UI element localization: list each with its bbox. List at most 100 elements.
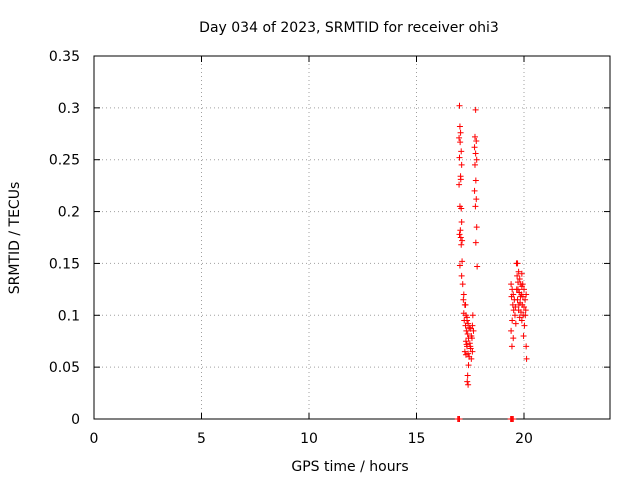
- data-point: [510, 416, 517, 422]
- data-point: [461, 348, 468, 355]
- data-point: [469, 348, 476, 355]
- y-tick-label: 0.3: [58, 101, 80, 117]
- data-point: [523, 355, 530, 362]
- data-point: [519, 281, 526, 288]
- data-point: [518, 270, 525, 277]
- data-point: [473, 138, 480, 145]
- data-point: [459, 258, 466, 265]
- data-point: [464, 317, 471, 324]
- y-tick-label: 0: [71, 412, 80, 428]
- data-point: [514, 260, 521, 267]
- data-point: [508, 327, 515, 334]
- data-point: [460, 291, 467, 298]
- data-point: [457, 234, 464, 241]
- data-point: [509, 317, 516, 324]
- data-point: [458, 205, 465, 212]
- data-point: [459, 281, 466, 288]
- data-point: [522, 307, 529, 314]
- data-point: [468, 335, 475, 342]
- data-point: [456, 181, 463, 188]
- data-points: [454, 102, 530, 422]
- data-point: [521, 286, 527, 293]
- data-point: [508, 293, 515, 300]
- data-point: [514, 286, 521, 293]
- data-point: [471, 187, 478, 194]
- data-point: [471, 161, 478, 168]
- data-point: [457, 129, 464, 136]
- data-point: [511, 312, 518, 319]
- data-point: [458, 161, 465, 168]
- y-tick-label: 0.05: [49, 360, 80, 376]
- data-point: [514, 296, 521, 303]
- data-point: [508, 281, 515, 288]
- data-point: [470, 327, 477, 334]
- plot-area-frame: [93, 55, 611, 420]
- data-point: [457, 227, 464, 234]
- data-point: [456, 123, 463, 130]
- x-tick-label: 15: [408, 431, 426, 447]
- data-point: [462, 338, 469, 345]
- data-point: [472, 177, 479, 184]
- data-point: [458, 218, 465, 225]
- data-point: [472, 203, 479, 210]
- data-point: [473, 196, 480, 203]
- data-point: [520, 333, 527, 340]
- data-point: [466, 324, 473, 331]
- y-tick-label: 0.25: [49, 153, 80, 169]
- data-point: [458, 148, 465, 155]
- data-point: [472, 239, 479, 246]
- data-point: [457, 176, 464, 183]
- data-point: [464, 330, 471, 337]
- data-point: [471, 144, 478, 151]
- data-point: [471, 133, 478, 140]
- data-point: [465, 381, 472, 388]
- data-point: [458, 241, 465, 248]
- data-point: [456, 416, 463, 422]
- data-point: [456, 134, 463, 141]
- data-point: [516, 275, 523, 282]
- data-point: [521, 303, 527, 310]
- y-tick-label: 0.35: [49, 49, 80, 65]
- data-point: [469, 322, 476, 329]
- chart-title: Day 034 of 2023, SRMTID for receiver ohi…: [199, 20, 499, 36]
- data-point: [459, 237, 466, 244]
- x-tick-label: 10: [300, 431, 318, 447]
- y-tick-label: 0.15: [49, 256, 80, 272]
- grid-lines: [94, 56, 610, 419]
- data-point: [522, 312, 529, 319]
- data-point: [456, 231, 463, 238]
- data-point: [516, 314, 523, 321]
- data-point: [472, 150, 479, 157]
- data-point: [464, 372, 471, 379]
- x-tick-label: 0: [90, 431, 99, 447]
- data-point: [468, 355, 475, 362]
- y-tick-label: 0.1: [58, 308, 80, 324]
- data-point: [523, 291, 530, 298]
- data-point: [462, 351, 469, 358]
- data-point: [473, 224, 480, 231]
- data-point: [512, 320, 519, 327]
- data-point: [515, 301, 522, 308]
- data-point: [518, 317, 525, 324]
- x-tick-label: 5: [197, 431, 206, 447]
- data-point: [472, 106, 479, 113]
- data-point: [467, 325, 474, 332]
- data-point: [463, 327, 470, 334]
- data-point: [517, 293, 524, 300]
- data-point: [473, 156, 480, 163]
- data-point: [456, 154, 463, 161]
- data-point: [522, 296, 529, 303]
- data-point: [456, 102, 463, 109]
- data-point: [458, 272, 465, 279]
- axis-ticks: 0 0.05 0.1 0.15 0.2 0.25 0.3 0.35 0 5 10 15 20: [49, 49, 610, 447]
- data-point: [469, 312, 476, 319]
- data-point: [517, 309, 524, 316]
- data-point: [463, 341, 470, 348]
- x-axis-label: GPS time / hours: [291, 459, 408, 475]
- data-point: [512, 303, 519, 310]
- data-point: [514, 272, 521, 279]
- data-point: [462, 322, 469, 329]
- data-point: [474, 263, 481, 270]
- data-point: [510, 335, 517, 342]
